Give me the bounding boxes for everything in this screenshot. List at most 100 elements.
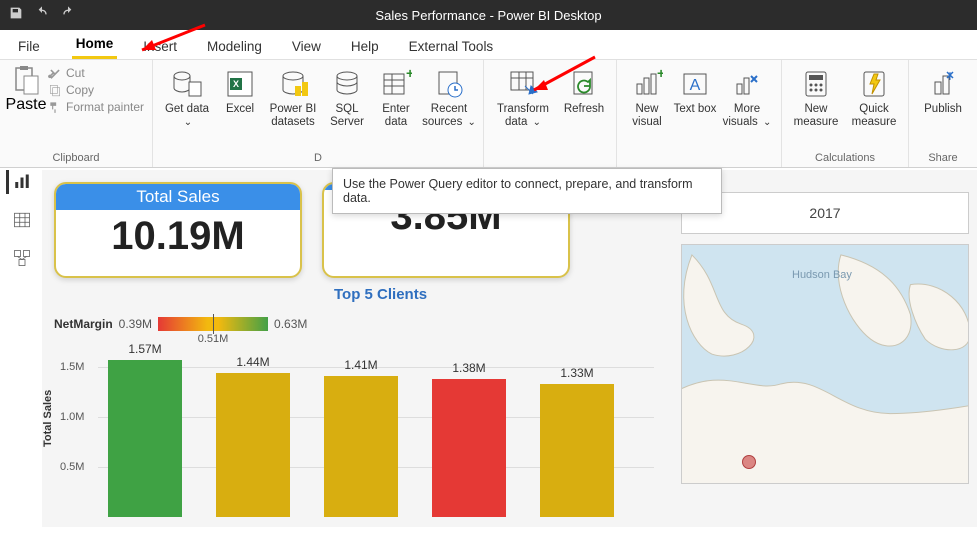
group-queries-label bbox=[490, 162, 610, 167]
more-visuals-button[interactable]: More visuals bbox=[719, 64, 775, 148]
chart-ytick: 0.5M bbox=[60, 461, 84, 473]
tab-view[interactable]: View bbox=[288, 34, 325, 59]
sql-server-button[interactable]: SQL Server bbox=[323, 64, 371, 148]
enter-data-icon: + bbox=[380, 68, 412, 100]
annotation-arrow-home bbox=[130, 20, 210, 65]
format-painter-button[interactable]: Format painter bbox=[48, 100, 144, 114]
publish-icon bbox=[927, 68, 959, 100]
new-measure-button[interactable]: New measure bbox=[788, 64, 844, 148]
group-calculations-label: Calculations bbox=[788, 150, 902, 167]
format-painter-label: Format painter bbox=[66, 100, 144, 114]
bar-chart-total-sales[interactable]: Total Sales 1.5M1.0M0.5M1.57M1.44M1.41M1… bbox=[54, 357, 654, 537]
legend-min: 0.39M bbox=[119, 317, 152, 331]
save-icon[interactable] bbox=[8, 5, 24, 26]
copy-button[interactable]: Copy bbox=[48, 83, 144, 97]
chart-bar-label: 1.44M bbox=[216, 355, 290, 369]
data-view-icon[interactable] bbox=[6, 208, 34, 232]
paste-button[interactable]: Paste bbox=[6, 64, 46, 114]
svg-text:A: A bbox=[690, 77, 701, 94]
cut-label: Cut bbox=[66, 66, 85, 80]
chart-bar[interactable] bbox=[432, 379, 506, 517]
cut-button[interactable]: Cut bbox=[48, 66, 144, 80]
enter-data-button[interactable]: + Enter data bbox=[373, 64, 419, 148]
get-data-icon bbox=[171, 68, 203, 100]
quick-measure-label: Quick measure bbox=[846, 103, 902, 129]
chart-bar[interactable] bbox=[216, 373, 290, 517]
report-view-icon[interactable] bbox=[6, 170, 34, 194]
get-data-label: Get data bbox=[159, 103, 215, 129]
svg-text:+: + bbox=[657, 68, 663, 81]
excel-button[interactable]: X Excel bbox=[217, 64, 263, 148]
recent-sources-button[interactable]: Recent sources bbox=[421, 64, 477, 148]
pbi-datasets-button[interactable]: Power BI datasets bbox=[265, 64, 321, 148]
recent-sources-label: Recent sources bbox=[421, 103, 477, 129]
excel-label: Excel bbox=[226, 103, 254, 116]
excel-icon: X bbox=[224, 68, 256, 100]
undo-icon[interactable] bbox=[34, 5, 50, 26]
year-slicer[interactable]: 2017 bbox=[681, 192, 969, 234]
more-visuals-icon bbox=[731, 68, 763, 100]
chart-bar-label: 1.33M bbox=[540, 366, 614, 380]
new-measure-icon bbox=[800, 68, 832, 100]
text-box-icon: A bbox=[679, 68, 711, 100]
get-data-button[interactable]: Get data bbox=[159, 64, 215, 148]
annotation-arrow-transform bbox=[520, 52, 600, 107]
publish-button[interactable]: Publish bbox=[915, 64, 971, 148]
tab-file[interactable]: File bbox=[14, 34, 50, 59]
year-slicer-value: 2017 bbox=[809, 205, 840, 221]
chart-bar[interactable] bbox=[324, 376, 398, 517]
transform-data-tooltip: Use the Power Query editor to connect, p… bbox=[332, 168, 722, 214]
redo-icon[interactable] bbox=[60, 5, 76, 26]
pbi-datasets-label: Power BI datasets bbox=[265, 103, 321, 129]
pbi-datasets-icon bbox=[277, 68, 309, 100]
recent-sources-icon bbox=[433, 68, 465, 100]
sql-server-icon bbox=[331, 68, 363, 100]
chart-bar-label: 1.41M bbox=[324, 358, 398, 372]
legend-name: NetMargin bbox=[54, 317, 113, 331]
svg-text:+: + bbox=[406, 68, 412, 81]
group-insert-label bbox=[623, 162, 775, 167]
map-label-hudson: Hudson Bay bbox=[792, 269, 852, 281]
paste-label: Paste bbox=[6, 96, 47, 114]
svg-text:X: X bbox=[233, 79, 239, 89]
tab-modeling[interactable]: Modeling bbox=[203, 34, 266, 59]
legend-max: 0.63M bbox=[274, 317, 307, 331]
card-total-sales[interactable]: Total Sales 10.19M bbox=[54, 182, 302, 278]
model-view-icon[interactable] bbox=[6, 246, 34, 270]
copy-label: Copy bbox=[66, 83, 94, 97]
chart-bar[interactable] bbox=[540, 384, 614, 517]
ribbon: Paste Cut Copy Format painter Clipboard … bbox=[0, 60, 977, 168]
chart-bar-label: 1.38M bbox=[432, 361, 506, 375]
more-visuals-label: More visuals bbox=[719, 103, 775, 129]
sql-server-label: SQL Server bbox=[323, 103, 371, 129]
group-data-label: D bbox=[159, 150, 477, 167]
chart-ylabel: Total Sales bbox=[42, 390, 54, 447]
publish-label: Publish bbox=[924, 103, 962, 116]
left-view-rail bbox=[0, 170, 40, 270]
tab-home[interactable]: Home bbox=[72, 31, 118, 59]
enter-data-label: Enter data bbox=[373, 103, 419, 129]
group-share-label: Share bbox=[915, 150, 971, 167]
legend-mid: 0.51M bbox=[198, 333, 229, 345]
chart-bar-label: 1.57M bbox=[108, 342, 182, 356]
map-visual[interactable]: Hudson Bay bbox=[681, 244, 969, 484]
text-box-button[interactable]: A Text box bbox=[673, 64, 717, 148]
new-visual-icon: + bbox=[631, 68, 663, 100]
card-total-sales-value: 10.19M bbox=[56, 210, 300, 259]
group-clipboard-label: Clipboard bbox=[6, 150, 146, 167]
new-measure-label: New measure bbox=[788, 103, 844, 129]
card-total-sales-title: Total Sales bbox=[56, 184, 300, 210]
window-title: Sales Performance - Power BI Desktop bbox=[375, 8, 601, 23]
chart-ytick: 1.0M bbox=[60, 411, 84, 423]
quick-measure-button[interactable]: Quick measure bbox=[846, 64, 902, 148]
chart-bar[interactable] bbox=[108, 360, 182, 517]
quick-measure-icon bbox=[858, 68, 890, 100]
tab-external[interactable]: External Tools bbox=[405, 34, 498, 59]
map-datapoint bbox=[742, 455, 756, 469]
report-canvas: Total Sales 10.19M 3.85M Top 5 Clients N… bbox=[42, 170, 977, 527]
text-box-label: Text box bbox=[674, 103, 717, 116]
new-visual-button[interactable]: + New visual bbox=[623, 64, 671, 148]
chart-ytick: 1.5M bbox=[60, 361, 84, 373]
tab-help[interactable]: Help bbox=[347, 34, 383, 59]
new-visual-label: New visual bbox=[623, 103, 671, 129]
